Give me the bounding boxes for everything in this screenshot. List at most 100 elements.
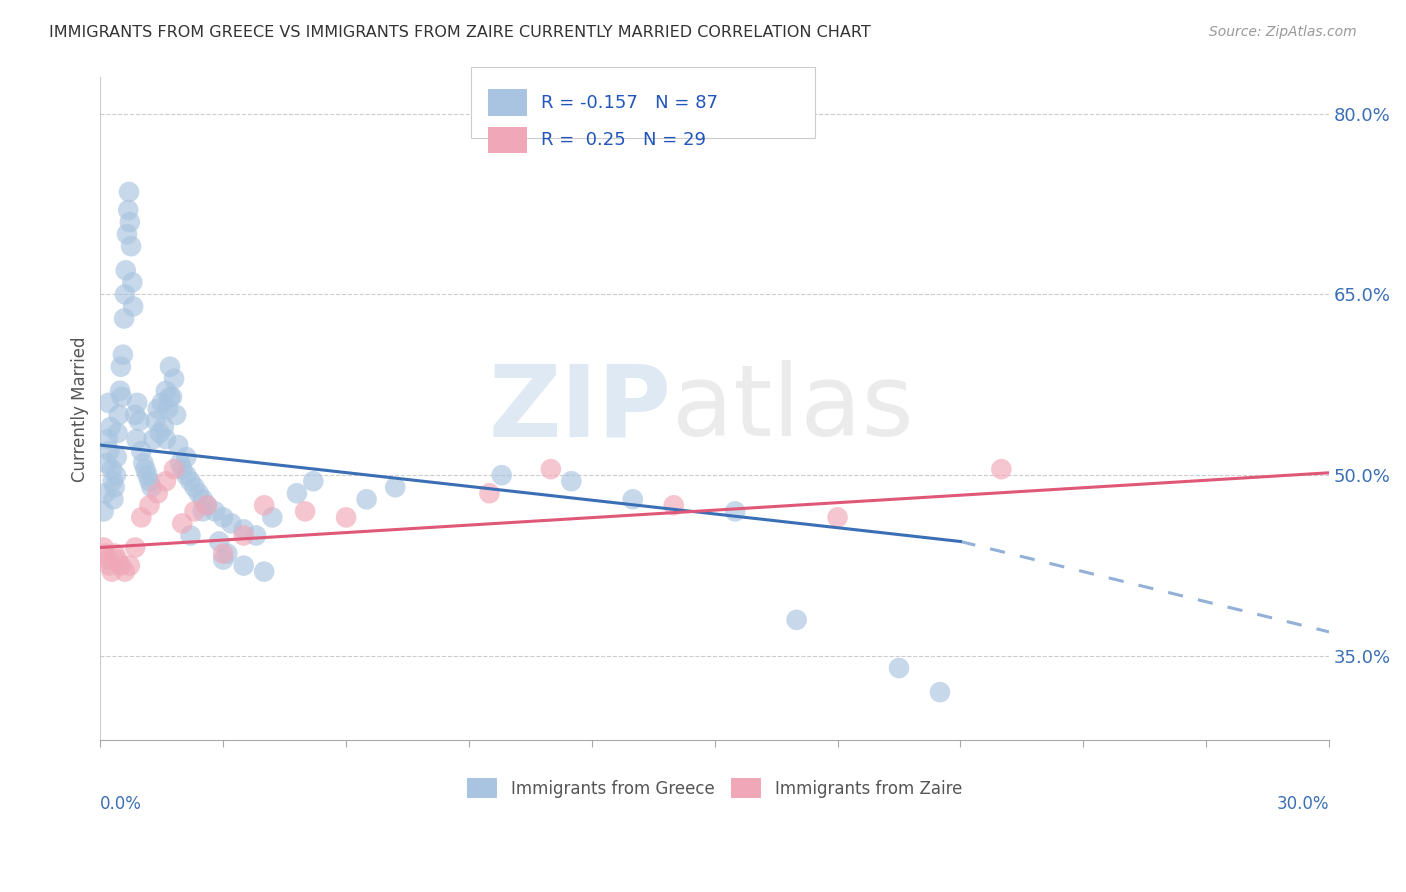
Point xyxy=(169,456,191,470)
Point xyxy=(155,384,177,398)
Point xyxy=(104,547,127,561)
Point xyxy=(253,565,276,579)
Point xyxy=(104,468,127,483)
Point xyxy=(172,516,194,531)
Point xyxy=(134,462,156,476)
Text: Source: ZipAtlas.com: Source: ZipAtlas.com xyxy=(1209,25,1357,39)
Point xyxy=(97,552,120,566)
Point xyxy=(212,552,235,566)
Point xyxy=(827,510,849,524)
Point xyxy=(153,420,176,434)
Point xyxy=(294,504,316,518)
Point xyxy=(118,185,141,199)
Point xyxy=(478,486,501,500)
Point xyxy=(101,474,124,488)
Point xyxy=(384,480,406,494)
Point xyxy=(128,414,150,428)
Point xyxy=(990,462,1012,476)
Point xyxy=(212,547,235,561)
Point xyxy=(138,499,160,513)
Point xyxy=(114,287,136,301)
Point xyxy=(121,276,143,290)
Point xyxy=(96,456,118,470)
Point xyxy=(149,425,172,440)
Point xyxy=(141,480,163,494)
Point xyxy=(132,456,155,470)
Point xyxy=(100,420,122,434)
Point xyxy=(302,474,325,488)
Point xyxy=(245,528,267,542)
Point xyxy=(724,504,747,518)
Point xyxy=(183,504,205,518)
Point xyxy=(232,558,254,573)
Point xyxy=(107,425,129,440)
Point xyxy=(111,348,134,362)
Point xyxy=(159,390,181,404)
Point xyxy=(887,661,910,675)
Point xyxy=(142,432,165,446)
Point xyxy=(118,215,141,229)
Text: 30.0%: 30.0% xyxy=(1277,795,1329,813)
Point xyxy=(662,499,685,513)
Point xyxy=(540,462,562,476)
Point xyxy=(179,528,201,542)
Point xyxy=(191,504,214,518)
Point xyxy=(150,396,173,410)
Point xyxy=(103,492,125,507)
Point xyxy=(110,359,132,374)
Point xyxy=(124,541,146,555)
Point xyxy=(146,401,169,416)
Point xyxy=(786,613,808,627)
Point xyxy=(122,300,145,314)
Point xyxy=(165,408,187,422)
Point xyxy=(621,492,644,507)
Point xyxy=(156,401,179,416)
Point xyxy=(204,504,226,518)
Point xyxy=(187,486,209,500)
Point xyxy=(179,474,201,488)
Point xyxy=(101,462,124,476)
Point xyxy=(108,384,131,398)
Point xyxy=(115,227,138,241)
Point xyxy=(217,547,239,561)
Point xyxy=(195,499,218,513)
Point xyxy=(118,558,141,573)
Point xyxy=(114,263,136,277)
Point xyxy=(125,432,148,446)
Point xyxy=(356,492,378,507)
Point xyxy=(114,565,136,579)
Legend: Immigrants from Greece, Immigrants from Zaire: Immigrants from Greece, Immigrants from … xyxy=(467,778,962,798)
Point xyxy=(97,432,120,446)
Point xyxy=(208,534,231,549)
Point xyxy=(232,528,254,542)
Point xyxy=(232,523,254,537)
Point xyxy=(560,474,582,488)
Point xyxy=(191,492,214,507)
Point xyxy=(127,396,149,410)
Point xyxy=(131,444,153,458)
Text: R =  0.25   N = 29: R = 0.25 N = 29 xyxy=(541,131,706,149)
Point xyxy=(221,516,243,531)
Point xyxy=(107,552,129,566)
Point xyxy=(253,499,276,513)
Point xyxy=(112,311,135,326)
Text: IMMIGRANTS FROM GREECE VS IMMIGRANTS FROM ZAIRE CURRENTLY MARRIED CORRELATION CH: IMMIGRANTS FROM GREECE VS IMMIGRANTS FRO… xyxy=(49,25,870,40)
Point xyxy=(155,474,177,488)
Point xyxy=(105,450,128,464)
Point xyxy=(110,558,132,573)
Point xyxy=(160,390,183,404)
Point xyxy=(491,468,513,483)
Point xyxy=(97,396,120,410)
Point xyxy=(145,414,167,428)
Point xyxy=(101,565,124,579)
Point xyxy=(335,510,357,524)
Point xyxy=(929,685,952,699)
Point xyxy=(120,239,142,253)
Point xyxy=(138,474,160,488)
Text: ZIP: ZIP xyxy=(489,360,672,458)
Point xyxy=(136,468,159,483)
Point xyxy=(131,510,153,524)
Point xyxy=(163,372,186,386)
Point xyxy=(163,462,186,476)
Text: 0.0%: 0.0% xyxy=(100,795,142,813)
